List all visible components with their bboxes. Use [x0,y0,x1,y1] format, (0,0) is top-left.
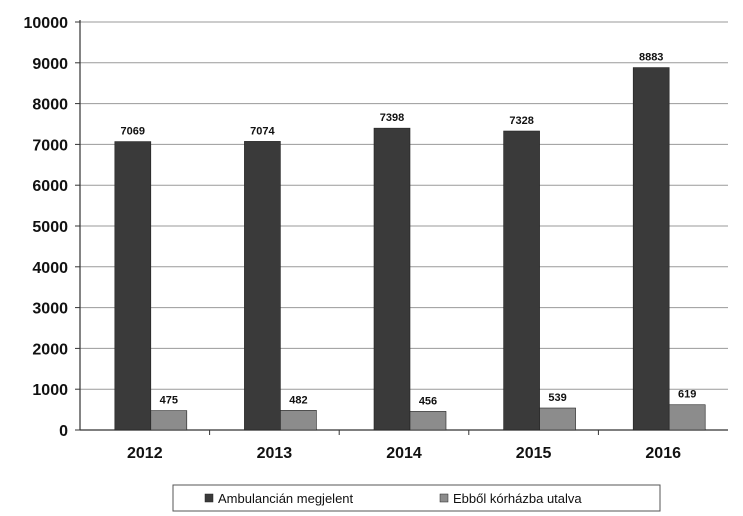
data-label: 619 [678,389,696,401]
bar [114,141,152,431]
data-label: 7328 [509,115,533,127]
x-tick-label: 2015 [516,445,552,462]
y-tick-label: 2000 [32,341,68,358]
legend-label: Ambulancián megjelent [218,491,354,506]
x-tick-label: 2014 [386,445,422,462]
data-label: 539 [548,392,566,404]
legend-label: Ebből kórházba utalva [453,491,582,506]
y-tick-label: 7000 [32,137,68,154]
bar [280,410,317,431]
bar [539,407,576,431]
y-tick-label: 9000 [32,56,68,73]
y-tick-label: 10000 [24,15,69,32]
x-tick-label: 2016 [645,445,681,462]
legend-box [172,484,661,512]
bar [632,67,670,431]
bar [244,141,281,431]
data-label: 7398 [380,112,404,124]
x-tick-label: 2012 [127,445,163,462]
data-label: 8883 [639,52,663,64]
data-label: 7074 [250,125,275,137]
data-label: 456 [419,395,437,407]
y-tick-label: 4000 [32,260,68,277]
legend-swatch [204,493,214,503]
legend-swatch [439,493,449,503]
y-tick-label: 3000 [32,301,68,318]
bar [503,130,540,431]
y-tick-label: 5000 [32,219,68,236]
bar [373,127,411,431]
y-tick-label: 1000 [32,382,68,399]
data-label: 7069 [121,126,145,138]
bar [409,411,447,431]
bar [668,404,706,431]
y-tick-label: 0 [59,423,68,440]
data-label: 482 [289,394,307,406]
bar [150,410,188,431]
y-tick-label: 6000 [32,178,68,195]
y-tick-label: 8000 [32,97,68,114]
data-label: 475 [160,395,178,407]
x-tick-label: 2013 [257,445,293,462]
